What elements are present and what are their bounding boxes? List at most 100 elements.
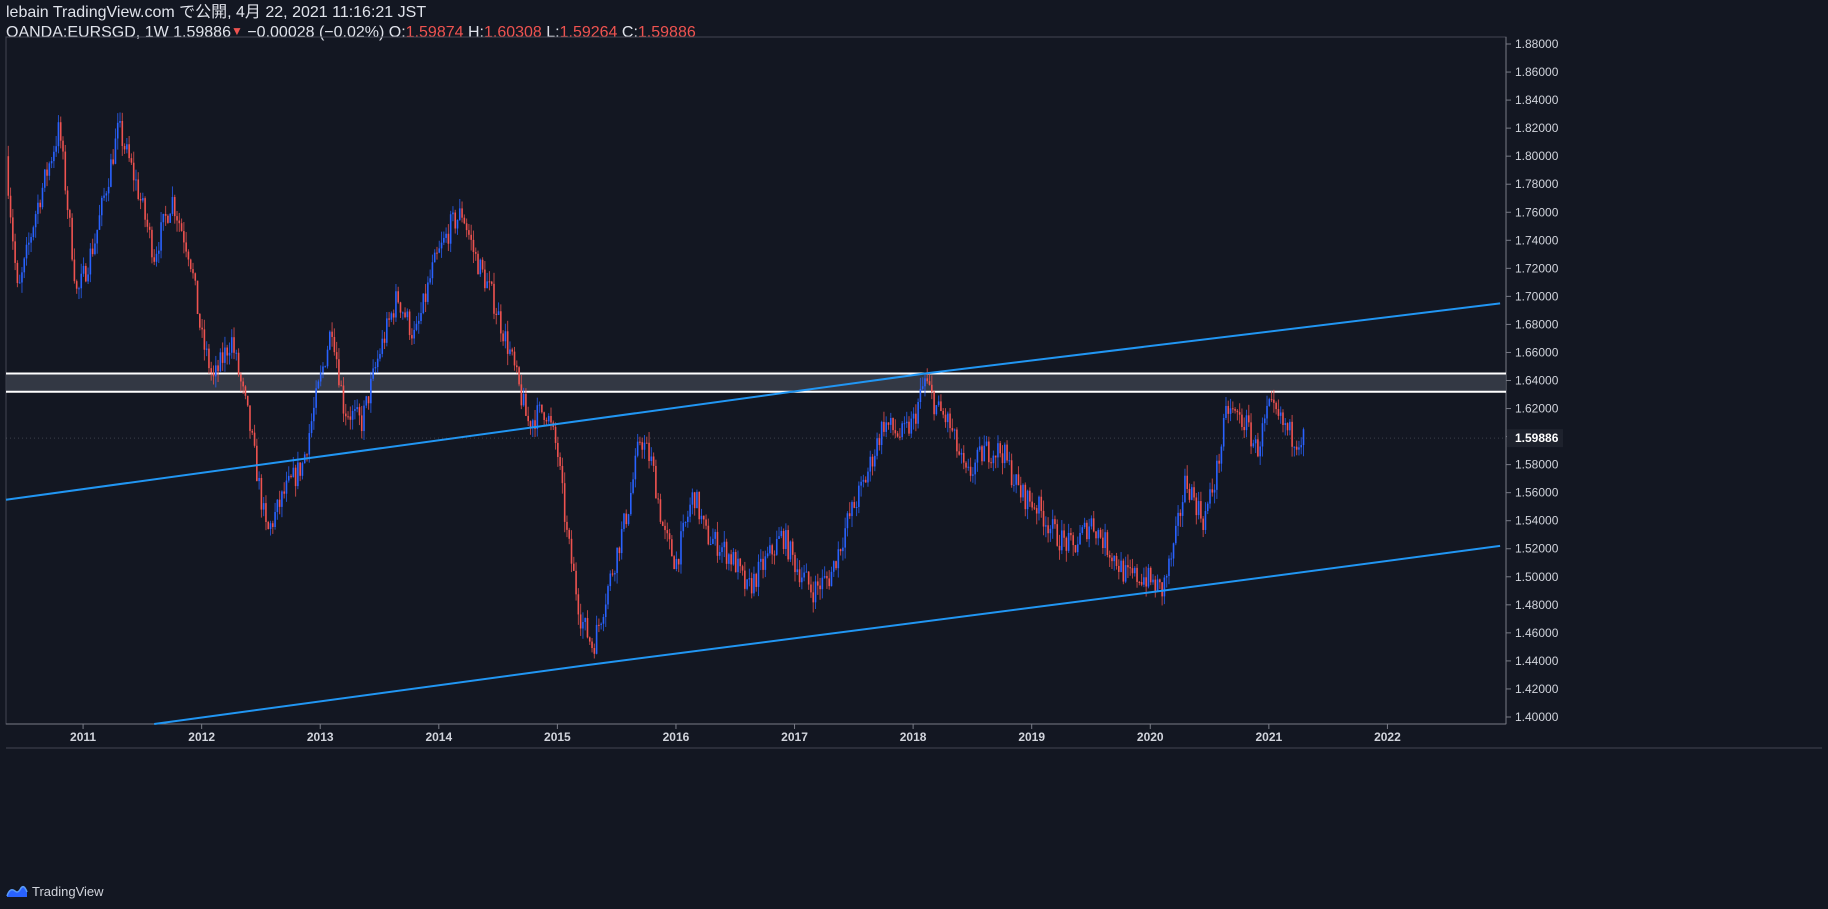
- price-tick-label: 1.78000: [1515, 177, 1559, 191]
- candle-body: [100, 197, 103, 216]
- candle-body: [199, 314, 201, 328]
- candle-body: [586, 618, 589, 638]
- candle-body: [1092, 518, 1095, 532]
- candle-body: [997, 443, 999, 458]
- candle-body: [50, 161, 53, 164]
- candle-body: [1238, 412, 1241, 415]
- candle-body: [1165, 576, 1168, 578]
- candle-body: [837, 549, 840, 569]
- candle-body: [297, 462, 299, 487]
- candle-body: [354, 409, 356, 411]
- candle-body: [169, 213, 171, 223]
- candle-body: [80, 273, 83, 289]
- candle-body: [372, 368, 374, 379]
- candle-body: [436, 252, 438, 254]
- lower-trendline: [154, 544, 1501, 725]
- candle-body: [57, 122, 60, 147]
- price-tick-label: 1.74000: [1515, 233, 1559, 247]
- candle-body: [347, 416, 349, 418]
- candle-body: [1220, 446, 1223, 464]
- candle-body: [64, 151, 67, 191]
- candle-body: [990, 462, 992, 464]
- footer-brand[interactable]: TradingView: [32, 883, 104, 899]
- candle-body: [502, 333, 504, 342]
- candle-body: [128, 144, 130, 159]
- candle-body: [894, 430, 897, 434]
- candle-body: [344, 413, 347, 417]
- candle-body: [397, 291, 400, 303]
- trendlines-layer: [5, 302, 1501, 725]
- candle-body: [575, 570, 577, 595]
- price-tick-label: 1.64000: [1515, 374, 1559, 388]
- candle-body: [294, 467, 297, 487]
- candle-body: [107, 186, 110, 194]
- candle-body: [1204, 511, 1207, 530]
- candle-body: [1216, 460, 1218, 490]
- candle-body: [1079, 532, 1081, 545]
- candle-body: [860, 481, 862, 486]
- candle-body: [1136, 567, 1138, 582]
- candle-body: [1172, 543, 1175, 559]
- price-axis[interactable]: 1.88000 1.86000 1.84000 1.82000 1.80000 1.780…: [1506, 37, 1559, 724]
- candle-body: [452, 212, 454, 215]
- candle-body: [789, 541, 792, 560]
- footer: TradingView: [6, 881, 104, 901]
- candle-body: [1038, 496, 1040, 514]
- candle-body: [214, 365, 217, 377]
- candle-body: [415, 323, 418, 330]
- candle-body: [1058, 545, 1061, 551]
- candle-body: [37, 202, 39, 215]
- candle-body: [34, 214, 37, 228]
- candle-body: [75, 281, 78, 289]
- candle-body: [696, 491, 698, 509]
- candle-body: [759, 558, 762, 562]
- candle-body: [276, 499, 279, 513]
- candle-body: [611, 573, 614, 575]
- candle-body: [1081, 527, 1084, 533]
- candle-body: [712, 538, 714, 544]
- candle-body: [867, 471, 869, 483]
- candle-body: [351, 410, 354, 420]
- candle-body: [317, 381, 320, 389]
- candle-body: [310, 421, 313, 434]
- price-tick-label: 1.66000: [1515, 345, 1559, 359]
- candle-body: [187, 251, 190, 260]
- price-tick-label: 1.54000: [1515, 514, 1559, 528]
- candle-body: [292, 467, 295, 478]
- candle-body: [1086, 522, 1088, 540]
- candle-body: [1147, 567, 1150, 587]
- candle-body: [584, 618, 587, 622]
- candle-body: [438, 248, 441, 253]
- candle-body: [819, 585, 821, 590]
- candle-body: [285, 480, 288, 494]
- candle-body: [458, 208, 461, 220]
- candle-body: [1108, 554, 1111, 558]
- candle-body: [1175, 525, 1177, 544]
- candle-body: [130, 158, 133, 163]
- candle-body: [1070, 532, 1072, 536]
- candle-body: [582, 621, 584, 629]
- candle-body: [912, 413, 915, 419]
- candle-body: [78, 288, 80, 290]
- candle-body: [538, 404, 541, 406]
- tradingview-logo-icon[interactable]: [6, 884, 28, 898]
- candle-body: [769, 545, 771, 554]
- time-axis[interactable]: 2011 2012 2013 2014 2015 2016 2017 2018 2019 2020…: [70, 724, 1401, 744]
- time-tick-label: 2014: [425, 730, 452, 744]
- candle-body: [1111, 557, 1113, 562]
- candle-body: [73, 259, 76, 282]
- candle-body: [1302, 429, 1305, 446]
- candle-body: [1232, 408, 1234, 410]
- candle-body: [832, 561, 835, 572]
- candle-body: [126, 144, 128, 150]
- candle-body: [864, 479, 867, 483]
- price-tick-label: 1.56000: [1515, 486, 1559, 500]
- candle-body: [340, 385, 343, 387]
- candle-body: [885, 422, 888, 432]
- price-tick-label: 1.86000: [1515, 65, 1559, 79]
- candle-body: [928, 381, 931, 385]
- candle-body: [801, 577, 803, 583]
- candle-body: [1013, 484, 1015, 486]
- candle-body: [778, 536, 780, 539]
